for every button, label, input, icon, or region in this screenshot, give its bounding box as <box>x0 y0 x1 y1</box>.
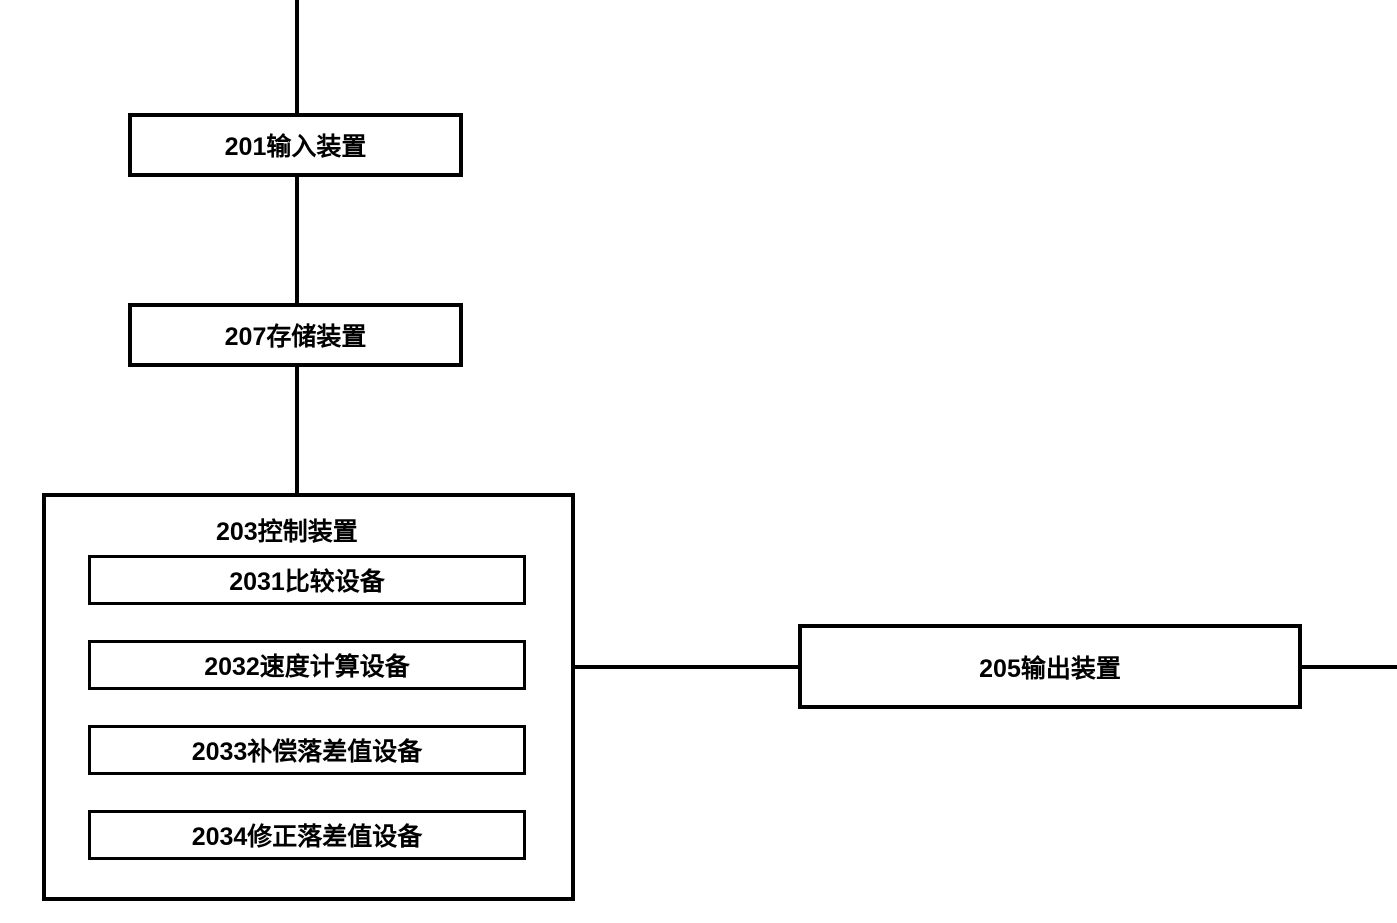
node-201-label: 201输入装置 <box>225 127 367 163</box>
edge-201-to-207 <box>295 177 299 303</box>
node-2031-compare-device: 2031比较设备 <box>88 555 526 605</box>
edge-top-input <box>295 0 299 113</box>
node-2033-label: 2033补偿落差值设备 <box>192 732 423 768</box>
node-2034-correction-drop-device: 2034修正落差值设备 <box>88 810 526 860</box>
node-2033-compensation-drop-device: 2033补偿落差值设备 <box>88 725 526 775</box>
node-205-output-device: 205输出装置 <box>798 624 1302 709</box>
node-2032-label: 2032速度计算设备 <box>204 647 410 683</box>
node-2032-speed-calc-device: 2032速度计算设备 <box>88 640 526 690</box>
node-201-input-device: 201输入装置 <box>128 113 463 177</box>
node-205-label: 205输出装置 <box>979 649 1121 685</box>
node-2031-label: 2031比较设备 <box>229 562 385 598</box>
edge-203-to-205 <box>575 665 798 669</box>
flowchart-diagram: 201输入装置 207存储装置 203控制装置 2031比较设备 2032速度计… <box>0 0 1397 923</box>
node-203-title: 203控制装置 <box>216 512 358 548</box>
node-2034-label: 2034修正落差值设备 <box>192 817 423 853</box>
node-207-label: 207存储装置 <box>225 317 367 353</box>
edge-207-to-203 <box>295 367 299 493</box>
edge-205-output <box>1302 665 1397 669</box>
node-207-storage-device: 207存储装置 <box>128 303 463 367</box>
